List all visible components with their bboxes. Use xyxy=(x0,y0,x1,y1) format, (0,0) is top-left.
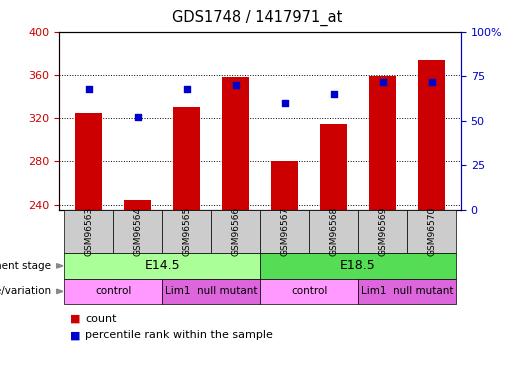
Text: Lim1  null mutant: Lim1 null mutant xyxy=(361,286,453,296)
Bar xyxy=(369,76,396,210)
Bar xyxy=(418,60,445,210)
Text: genotype/variation: genotype/variation xyxy=(0,286,52,296)
Bar xyxy=(124,200,151,210)
Text: development stage: development stage xyxy=(0,261,52,271)
Text: E18.5: E18.5 xyxy=(340,260,376,272)
Text: GDS1748 / 1417971_at: GDS1748 / 1417971_at xyxy=(173,9,342,26)
Text: percentile rank within the sample: percentile rank within the sample xyxy=(85,330,273,340)
Text: GSM96566: GSM96566 xyxy=(231,207,240,256)
Bar xyxy=(320,124,347,210)
Text: GSM96567: GSM96567 xyxy=(280,207,289,256)
Point xyxy=(182,86,191,92)
Text: E14.5: E14.5 xyxy=(144,260,180,272)
Point xyxy=(330,91,338,97)
Bar xyxy=(222,77,249,210)
Text: GSM96564: GSM96564 xyxy=(133,207,142,256)
Text: GSM96563: GSM96563 xyxy=(84,207,93,256)
Text: GSM96565: GSM96565 xyxy=(182,207,191,256)
Text: control: control xyxy=(95,286,131,296)
Point xyxy=(133,114,142,120)
Point xyxy=(281,100,289,106)
Point xyxy=(84,86,93,92)
Text: GSM96569: GSM96569 xyxy=(378,207,387,256)
Text: count: count xyxy=(85,314,116,324)
Text: control: control xyxy=(291,286,327,296)
Text: Lim1  null mutant: Lim1 null mutant xyxy=(165,286,258,296)
Point xyxy=(379,79,387,85)
Text: GSM96570: GSM96570 xyxy=(427,207,436,256)
Bar xyxy=(75,113,102,210)
Point xyxy=(231,82,239,88)
Bar xyxy=(173,108,200,210)
Text: ■: ■ xyxy=(70,330,80,340)
Bar xyxy=(271,161,298,210)
Text: GSM96568: GSM96568 xyxy=(329,207,338,256)
Point xyxy=(427,79,436,85)
Text: ■: ■ xyxy=(70,314,80,324)
